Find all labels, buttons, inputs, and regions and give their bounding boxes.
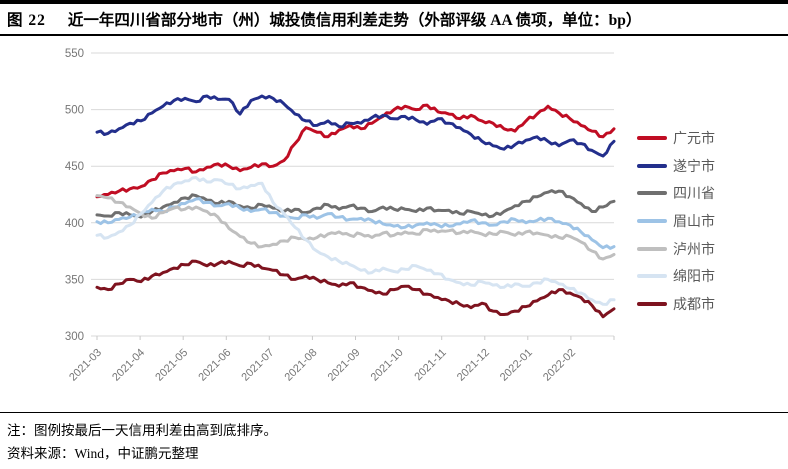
x-axis-tick-label: 2021-03 — [67, 347, 104, 384]
series-line-chengdu — [95, 259, 616, 319]
y-axis-tick-label: 300 — [65, 331, 84, 343]
legend-label-suining: 遂宁市 — [673, 157, 715, 174]
legend-swatch-mianyang — [637, 274, 667, 279]
x-axis-tick-label: 2021-09 — [326, 347, 363, 384]
figure-label: 图 22 — [7, 12, 46, 29]
legend-item-mianyang: 绵阳市 — [637, 262, 715, 290]
x-axis-tick-label: 2021-11 — [412, 347, 448, 383]
legend-item-luzhou: 泸州市 — [637, 235, 715, 263]
top-border-bar — [0, 0, 788, 4]
legend-label-sichuan: 四川省 — [673, 185, 715, 202]
x-axis-tick-label: 2021-05 — [153, 347, 190, 384]
legend-item-chengdu: 成都市 — [637, 290, 715, 318]
legend-item-guangyuan: 广元市 — [637, 124, 715, 152]
series-line-mianyang — [95, 176, 616, 306]
legend-swatch-guangyuan — [637, 135, 667, 140]
series-line-guangyuan — [95, 103, 616, 199]
x-axis-tick-label: 2021-12 — [455, 347, 492, 384]
legend-item-meishan: 眉山市 — [637, 207, 715, 235]
legend-swatch-luzhou — [637, 246, 667, 251]
x-axis-tick-label: 2021-07 — [239, 347, 276, 384]
legend-label-guangyuan: 广元市 — [673, 129, 715, 146]
legend-swatch-chengdu — [637, 301, 667, 306]
legend-item-sichuan: 四川省 — [637, 179, 715, 207]
series-line-meishan — [95, 197, 616, 250]
series-line-suining — [95, 94, 616, 158]
x-axis-tick-label: 2021-04 — [110, 347, 147, 384]
legend-item-suining: 遂宁市 — [637, 152, 715, 180]
x-axis-tick-label: 2022-02 — [541, 347, 578, 384]
legend-label-luzhou: 泸州市 — [673, 240, 715, 257]
y-axis-tick-label: 450 — [65, 161, 84, 173]
footer-divider-line — [0, 412, 788, 413]
legend-swatch-sichuan — [637, 191, 667, 196]
series-line-luzhou — [95, 194, 616, 261]
legend-swatch-meishan — [637, 218, 667, 223]
figure-header: 图 22 近一年四川省部分地市（州）城投债信用利差走势（外部评级 AA 债项，单… — [0, 4, 788, 36]
legend-label-mianyang: 绵阳市 — [673, 268, 715, 285]
legend-label-meishan: 眉山市 — [673, 212, 715, 229]
footer-note: 注：图例按最后一天信用利差由高到底排序。 — [7, 423, 277, 438]
footer-source: 资料来源：Wind，中证鹏元整理 — [7, 446, 199, 461]
legend-label-chengdu: 成都市 — [673, 295, 715, 312]
y-axis-tick-label: 350 — [65, 274, 84, 286]
x-axis-tick-label: 2022-01 — [498, 347, 535, 384]
y-axis-tick-label: 400 — [65, 218, 84, 230]
figure-title: 近一年四川省部分地市（州）城投债信用利差走势（外部评级 AA 债项，单位：bp） — [67, 12, 642, 29]
chart-legend: 广元市遂宁市四川省眉山市泸州市绵阳市成都市 — [637, 124, 715, 318]
y-axis-tick-label: 500 — [65, 105, 84, 117]
legend-swatch-suining — [637, 163, 667, 168]
y-axis-tick-label: 550 — [65, 48, 84, 60]
series-line-sichuan — [95, 189, 616, 219]
x-axis-tick-label: 2021-10 — [369, 347, 406, 384]
x-axis-tick-label: 2021-06 — [196, 347, 233, 384]
x-axis-tick-label: 2021-08 — [282, 347, 319, 384]
